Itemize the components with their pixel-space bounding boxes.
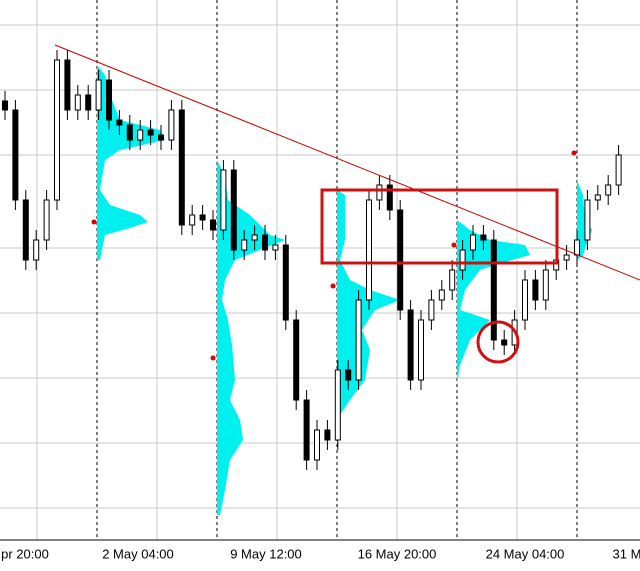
candle-body [366, 199, 372, 301]
candle-body [480, 234, 487, 241]
candle-body [168, 109, 175, 141]
candle-body [178, 109, 185, 226]
candle-body [12, 109, 19, 201]
candle-body [418, 319, 424, 381]
candle-body [95, 79, 102, 111]
x-tick-label: 24 May 04:00 [486, 546, 565, 561]
candle-body [158, 134, 164, 141]
trendline [54, 44, 640, 281]
candle-body [303, 399, 310, 461]
candle-body [542, 269, 549, 301]
candle-body [199, 214, 206, 221]
candle-body [584, 199, 591, 241]
highlight-box [320, 188, 559, 265]
x-tick-label: 31 M [613, 546, 640, 561]
x-tick-label: 16 May 20:00 [358, 546, 437, 561]
candle-body [490, 239, 497, 341]
marker [210, 355, 216, 361]
candle-body [210, 219, 216, 231]
candle-body [532, 279, 539, 301]
x-tick-label: 2 May 04:00 [102, 546, 174, 561]
candle-body [116, 119, 123, 126]
candle-body [438, 289, 445, 301]
candle-body [2, 100, 8, 111]
candle-body [407, 309, 414, 381]
candle-body [324, 429, 331, 441]
candle-body [594, 194, 601, 201]
candle-body [230, 169, 237, 251]
candle-body [74, 94, 81, 111]
candle-body [470, 234, 476, 251]
marker [571, 150, 577, 156]
candle-body [33, 239, 40, 261]
candle-body [272, 244, 279, 251]
candle-body [563, 254, 570, 261]
candle-body [449, 269, 456, 291]
candle-body [54, 59, 60, 201]
candle-body [397, 209, 404, 311]
candle-body [282, 244, 289, 321]
candle-body [574, 239, 580, 256]
candle-body [262, 234, 268, 251]
candle-body [251, 234, 258, 241]
candle-body [43, 199, 50, 241]
candle-body [376, 184, 383, 201]
candles [2, 50, 622, 470]
candle-body [334, 369, 341, 441]
candle-body [314, 429, 320, 461]
x-tick-label: pr 20:00 [1, 546, 49, 561]
marker [330, 283, 336, 289]
markers [91, 150, 577, 361]
candle-body [85, 94, 92, 111]
candle-body [106, 79, 112, 121]
candle-body [241, 239, 248, 251]
candle-body [64, 59, 71, 111]
candle-body [22, 199, 29, 261]
volume-profile [97, 65, 165, 260]
candle-body [459, 249, 466, 271]
candle-body [293, 319, 300, 401]
candle-body [501, 339, 508, 346]
candle-body [137, 129, 144, 141]
candle-body [147, 129, 154, 136]
volume-profile [457, 220, 530, 385]
candle-body [428, 299, 435, 321]
candle-body [386, 184, 393, 211]
x-axis-labels: pr 20:00 2 May 04:00 9 May 12:00 16 May 20:… [1, 546, 640, 561]
marker [91, 219, 97, 225]
candle-body [355, 299, 362, 381]
candle-body [189, 214, 196, 226]
x-tick-label: 9 May 12:00 [230, 546, 302, 561]
candle-body [605, 184, 612, 196]
highlight-circle [476, 320, 520, 364]
candle-body [615, 154, 622, 186]
candle-body [220, 169, 227, 231]
candle-body [345, 369, 352, 381]
candle-body [522, 279, 528, 321]
candle-body [126, 124, 133, 141]
marker [451, 242, 457, 248]
